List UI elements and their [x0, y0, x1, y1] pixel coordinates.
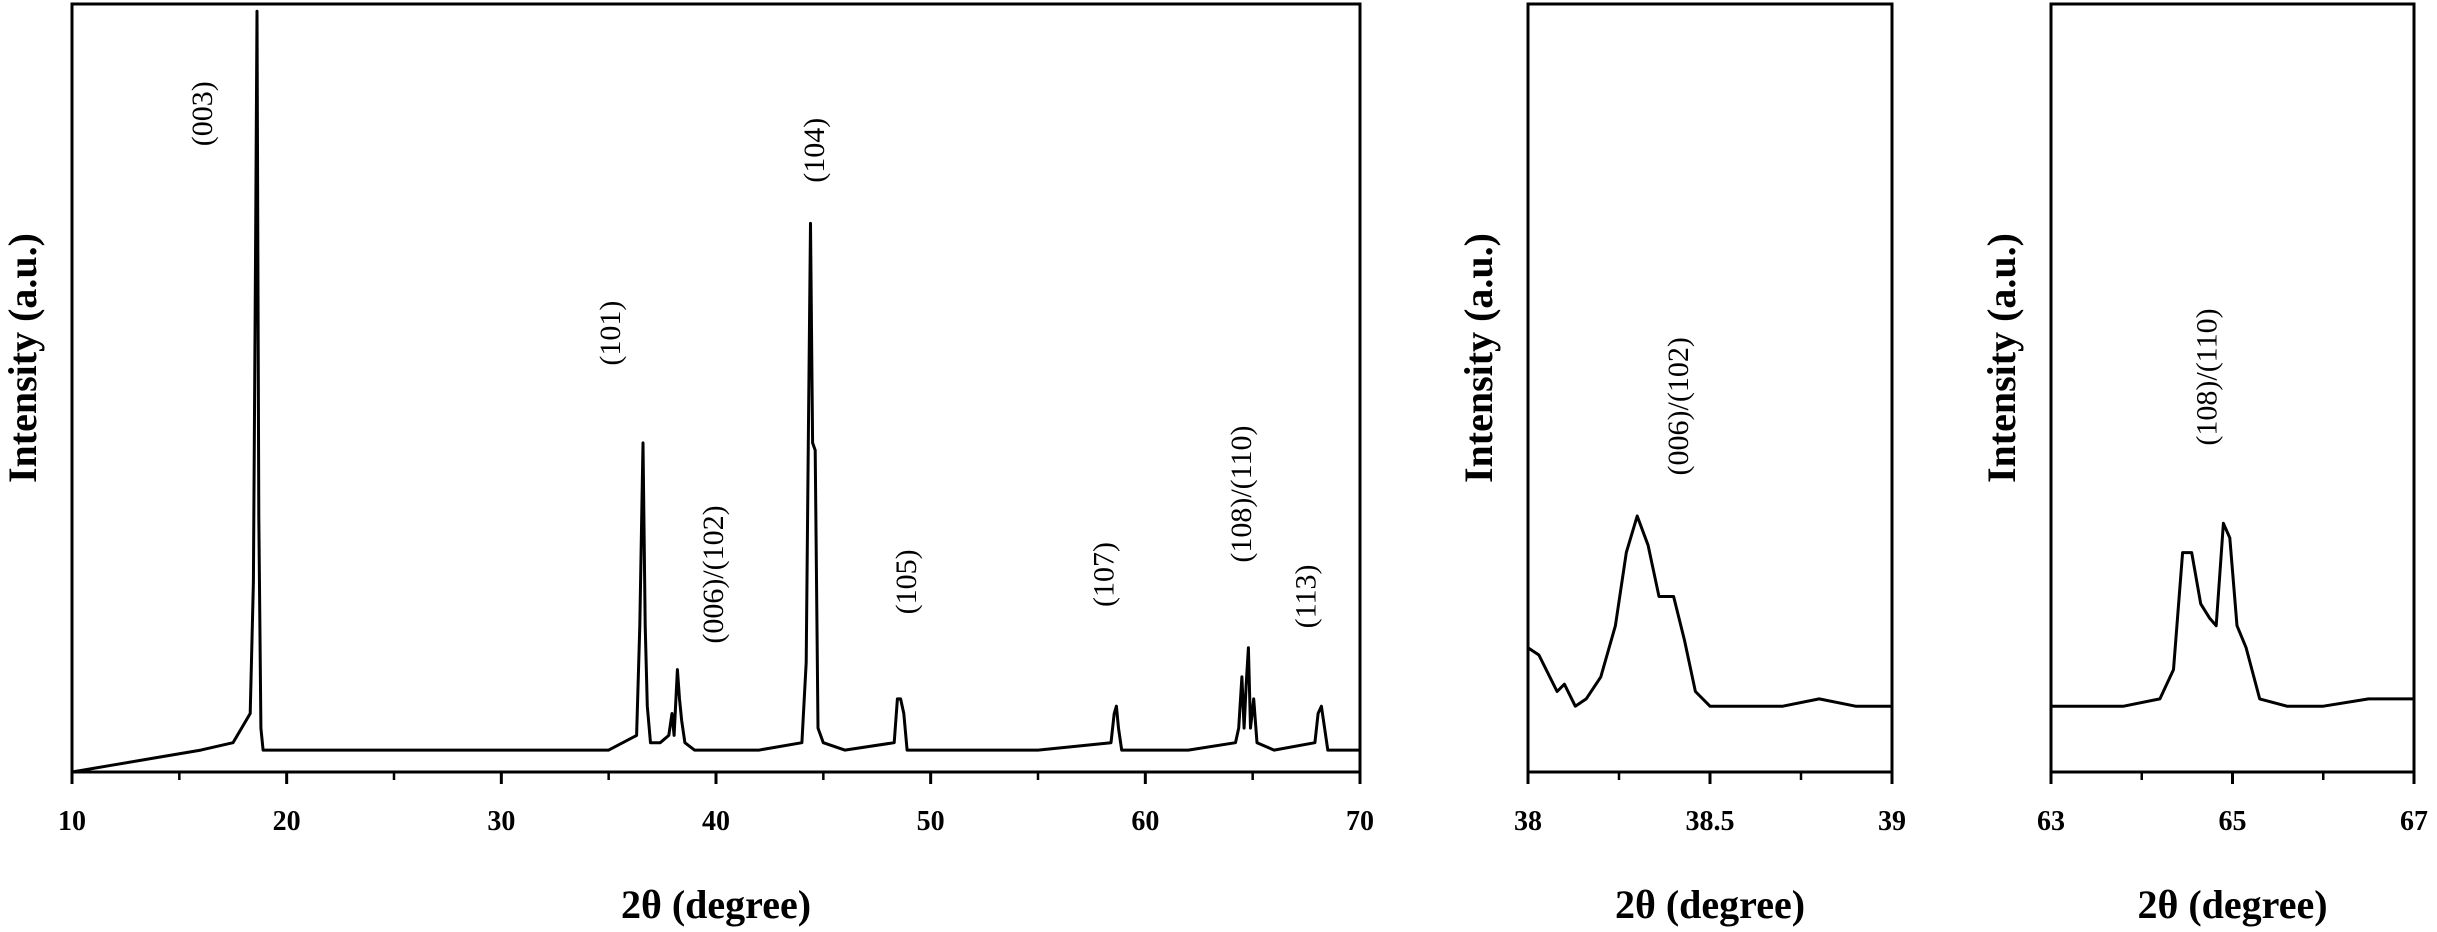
- x-tick-label: 63: [2037, 806, 2065, 837]
- xrd-trace: [71, 9, 1360, 774]
- x-tick-label: 38: [1514, 806, 1542, 837]
- panel-1: 10 20 30 40 50 60 70 2θ (degree) Intensity (a.u.…: [0, 2, 1374, 927]
- y-axis-title: Intensity (a.u.): [1979, 233, 2024, 483]
- x-tick-label: 20: [273, 806, 301, 837]
- peak-annotation: (003): [186, 81, 219, 146]
- x-tick-label: 50: [917, 806, 945, 837]
- x-tick-label: 10: [58, 806, 86, 837]
- panel-2: 38 38.5 39 2θ (degree) Intensity (a.u.) (006)…: [1456, 2, 1906, 927]
- x-tick-label: 40: [702, 806, 730, 837]
- plot-frame: [70, 2, 1362, 774]
- peak-annotation: (104): [798, 118, 831, 183]
- peak-annotation: (108)/(110): [1225, 425, 1258, 562]
- x-tick-label: 60: [1131, 806, 1159, 837]
- peak-annotation: (108)/(110): [2191, 308, 2224, 445]
- peak-annotation: (105): [890, 549, 923, 614]
- x-axis-title: 2θ (degree): [1615, 882, 1805, 927]
- peak-annotation: (006)/(102): [697, 505, 730, 643]
- peak-annotation: (101): [594, 301, 627, 366]
- xrd-trace: [2051, 521, 2414, 708]
- x-tick-label: 67: [2400, 806, 2428, 837]
- x-tick-label: 39: [1878, 806, 1906, 837]
- x-tick-label: 70: [1346, 806, 1374, 837]
- peak-annotation: (107): [1088, 542, 1121, 607]
- y-axis-title: Intensity (a.u.): [1456, 233, 1501, 483]
- x-tick-label: 65: [2219, 806, 2247, 837]
- x-tick-label: 38.5: [1686, 806, 1735, 837]
- plot-frame: [1526, 2, 1894, 774]
- peak-annotation: (006)/(102): [1662, 337, 1695, 475]
- panel-3: 63 65 67 2θ (degree) Intensity (a.u.) (108)/(…: [1979, 2, 2428, 927]
- peak-annotation: (113): [1289, 565, 1322, 629]
- y-axis-title: Intensity (a.u.): [0, 233, 45, 483]
- x-axis-title: 2θ (degree): [2137, 882, 2327, 927]
- x-tick-label: 30: [487, 806, 515, 837]
- xrd-trace: [1527, 514, 1892, 708]
- plot-frame: [2049, 2, 2416, 774]
- x-axis-title: 2θ (degree): [621, 882, 811, 927]
